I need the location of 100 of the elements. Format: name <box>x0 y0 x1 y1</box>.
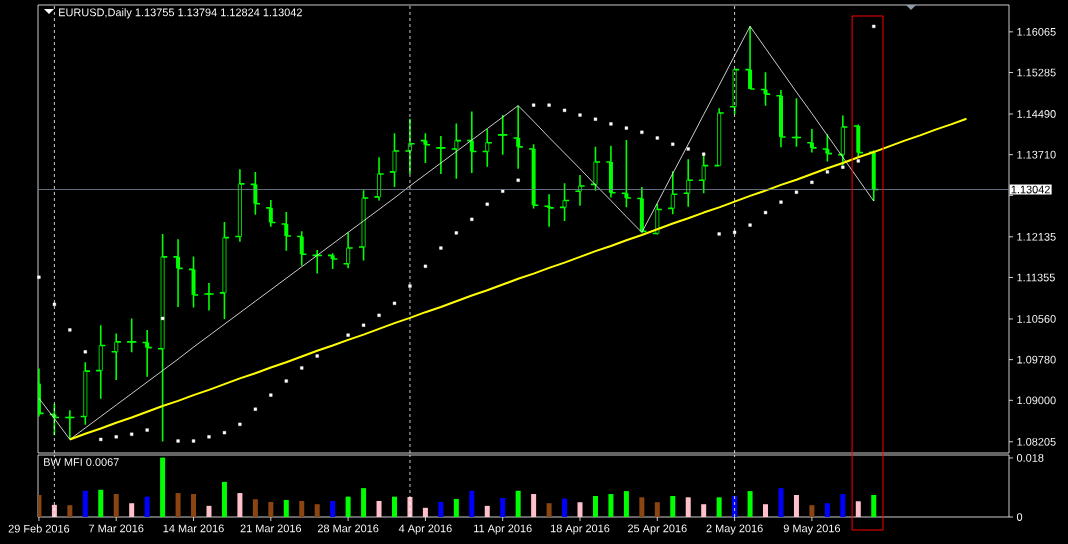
point <box>763 210 768 215</box>
bar <box>67 505 73 517</box>
y-tick-label: 1.15285 <box>1017 68 1056 77</box>
bar <box>778 488 784 517</box>
bar <box>345 496 351 517</box>
bar <box>623 491 629 517</box>
bar <box>314 504 320 517</box>
bar <box>716 497 722 517</box>
bar <box>299 500 305 517</box>
point <box>68 328 72 332</box>
point <box>114 435 118 439</box>
point <box>624 126 628 130</box>
point <box>454 231 458 235</box>
x-tick-label: 7 Mar 2016 <box>89 524 144 533</box>
point <box>671 142 675 146</box>
point <box>578 113 582 117</box>
bar <box>422 507 428 517</box>
bar <box>376 500 382 517</box>
bar <box>500 497 506 517</box>
bar <box>160 457 166 517</box>
y-tick-label: 1.09000 <box>1017 396 1056 405</box>
x-tick-label: 18 Apr 2016 <box>550 524 610 535</box>
point <box>346 333 350 337</box>
point <box>284 379 288 383</box>
bar <box>531 494 537 517</box>
bar <box>685 497 691 517</box>
x-tick-label: 29 Feb 2016 <box>8 524 70 533</box>
bar <box>855 501 861 517</box>
bar <box>268 501 274 517</box>
point <box>99 437 103 442</box>
point <box>733 230 737 234</box>
x-tick-label: 25 Apr 2016 <box>628 524 687 535</box>
bar <box>484 505 490 517</box>
point <box>408 284 412 288</box>
bar <box>592 496 598 517</box>
bar <box>840 494 846 517</box>
bar <box>871 495 877 517</box>
point <box>191 439 196 443</box>
bar <box>670 496 676 517</box>
point <box>872 24 876 28</box>
x-tick-label: 14 Mar 2016 <box>163 524 224 533</box>
point <box>176 439 180 443</box>
point <box>37 275 41 279</box>
bar <box>175 493 181 517</box>
bar <box>546 503 552 517</box>
point <box>83 350 87 354</box>
bar <box>82 490 88 517</box>
x-tick-label: 21 Mar 2016 <box>240 524 302 533</box>
bar <box>763 504 769 517</box>
x-tick-label: 4 Apr 2016 <box>398 524 452 535</box>
point <box>609 122 613 126</box>
point <box>377 313 381 317</box>
point <box>562 108 567 112</box>
bar <box>793 495 799 517</box>
bar <box>654 502 660 517</box>
point <box>238 422 242 426</box>
point <box>702 152 706 156</box>
y-tick-label: 0 <box>1016 513 1023 521</box>
bar <box>639 497 645 517</box>
point <box>485 202 489 206</box>
point <box>532 103 536 107</box>
point <box>423 264 428 268</box>
y-tick-label: 1.16065 <box>1017 27 1056 36</box>
point <box>161 316 165 321</box>
ref-line-label: 1.13042 <box>1011 185 1050 194</box>
y-tick-label: 1.12135 <box>1017 232 1056 241</box>
bar <box>701 504 707 517</box>
x-tick-label: 11 Apr 2016 <box>474 524 532 535</box>
bar <box>144 496 150 517</box>
chart-title: EURUSD,Daily 1.13755 1.13794 1.12824 1.13042 <box>59 8 302 19</box>
y-tick-label: 1.11355 <box>1017 273 1055 282</box>
point <box>253 407 257 411</box>
bar <box>361 488 367 517</box>
bar <box>98 489 104 517</box>
point <box>439 246 443 250</box>
point <box>315 354 319 358</box>
point <box>516 178 520 182</box>
bar <box>608 494 614 517</box>
bar <box>283 499 289 517</box>
x-tick-label: 9 May 2016 <box>783 524 841 535</box>
bar <box>824 503 830 517</box>
y-tick-label: 0.018 <box>1016 454 1044 462</box>
bar <box>809 505 815 517</box>
point <box>841 165 845 169</box>
bar <box>469 490 475 517</box>
point <box>300 366 304 370</box>
point <box>825 170 829 174</box>
bar <box>453 498 459 517</box>
point <box>207 435 211 439</box>
x-tick-label: 28 Mar 2016 <box>317 524 379 533</box>
point <box>361 323 366 327</box>
point <box>52 302 56 306</box>
chart-title: BW MFI 0.0067 <box>44 458 119 466</box>
point <box>640 130 644 134</box>
bar <box>237 493 243 517</box>
point <box>810 180 814 184</box>
bar <box>392 496 397 517</box>
point <box>547 103 551 107</box>
bar <box>562 498 568 517</box>
bar <box>747 491 753 517</box>
